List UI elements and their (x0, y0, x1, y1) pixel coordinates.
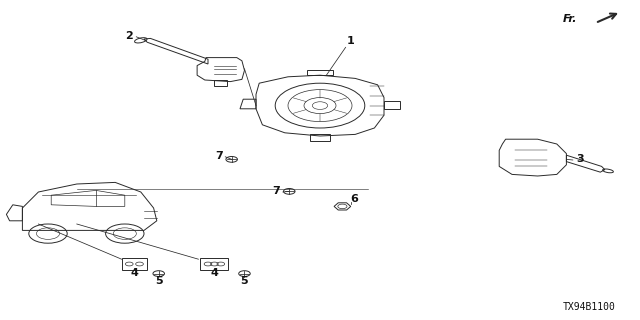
Text: 4: 4 (131, 268, 138, 278)
Text: 5: 5 (241, 276, 248, 286)
Text: 2: 2 (125, 31, 133, 41)
Text: TX94B1100: TX94B1100 (563, 302, 615, 312)
Text: 6: 6 (351, 194, 358, 204)
Text: 4: 4 (211, 268, 218, 278)
Text: 3: 3 (576, 154, 584, 164)
Text: 7: 7 (273, 186, 280, 196)
Text: 5: 5 (155, 276, 163, 286)
Text: 7: 7 (215, 151, 223, 161)
Text: 1: 1 (347, 36, 355, 46)
Text: Fr.: Fr. (563, 13, 578, 24)
